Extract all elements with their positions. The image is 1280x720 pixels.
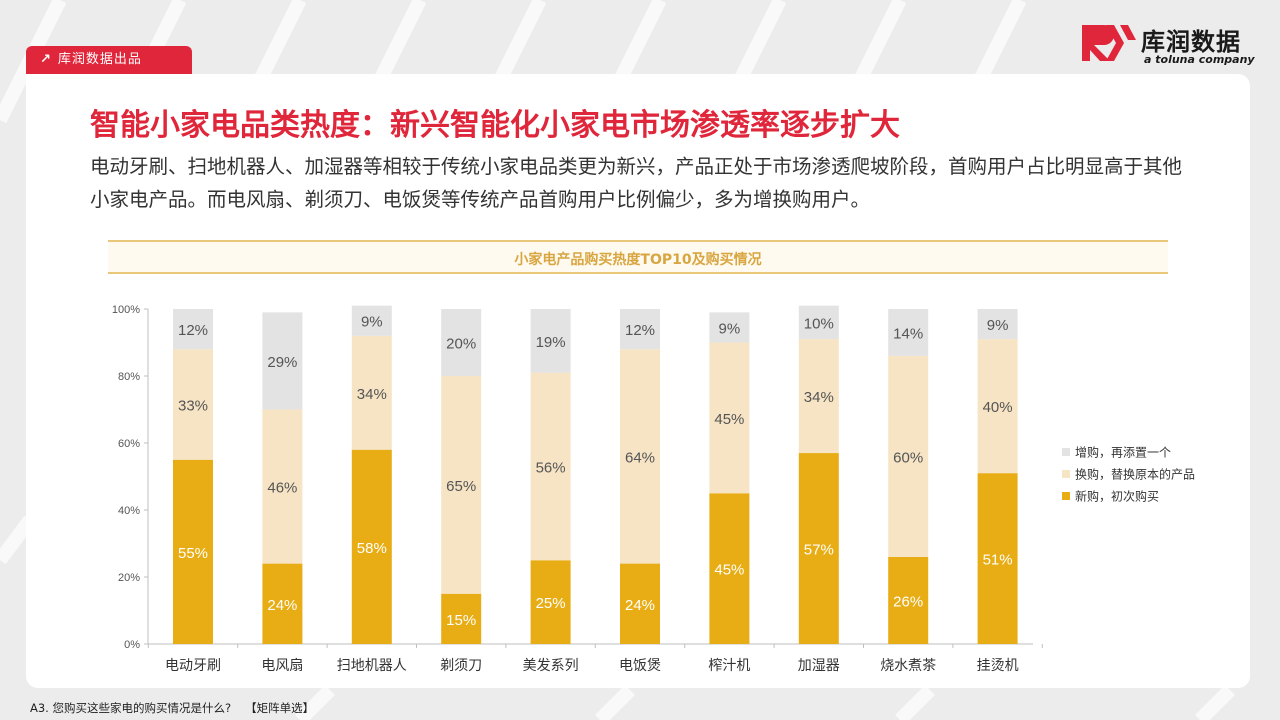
legend-swatch xyxy=(1062,448,1070,456)
brand-tag-label: 库润数据出品 xyxy=(57,52,142,67)
data-label: 51% xyxy=(983,552,1013,569)
bar-segment xyxy=(709,342,750,494)
data-label: 33% xyxy=(178,397,208,414)
bar-segment xyxy=(888,355,929,557)
arrow-up-right-icon: ↗ xyxy=(40,52,52,67)
data-label: 9% xyxy=(719,320,741,337)
brand-subtitle: a toluna company xyxy=(1144,53,1255,66)
bar-segment xyxy=(262,409,303,564)
data-label: 56% xyxy=(536,459,566,476)
data-label: 10% xyxy=(804,315,834,332)
bar-segment xyxy=(530,560,571,644)
brand-tag: ↗ 库润数据出品 xyxy=(26,46,192,74)
bar-segment xyxy=(441,593,482,644)
x-tick-label: 美发系列 xyxy=(523,658,579,674)
data-label: 12% xyxy=(178,322,208,339)
brand-name: 库润数据 xyxy=(1141,28,1241,56)
y-tick-label: 100% xyxy=(112,304,140,316)
data-label: 12% xyxy=(625,322,655,339)
data-label: 9% xyxy=(361,314,383,331)
bar-segment xyxy=(977,309,1018,340)
data-label: 58% xyxy=(357,540,387,557)
x-tick-label: 电风扇 xyxy=(261,658,303,674)
chart-title-bar: 小家电产品购买热度TOP10及购买情况 xyxy=(108,240,1168,274)
bar-segment xyxy=(888,556,929,644)
data-label: 29% xyxy=(267,354,297,371)
bar-segment xyxy=(620,349,660,564)
bar-segment xyxy=(351,449,392,644)
bar-segment xyxy=(977,339,1018,474)
page-description: 电动牙刷、扫地机器人、加湿器等相较于传统小家电品类更为新兴，产品正处于市场渗透爬… xyxy=(90,155,1183,211)
page-title: 智能小家电品类热度：新兴智能化小家电市场渗透率逐步扩大 xyxy=(90,108,900,143)
kr-logo-icon xyxy=(1082,25,1136,61)
data-label: 40% xyxy=(983,399,1013,416)
y-tick-label: 20% xyxy=(118,572,140,584)
brand-logo: 库润数据 a toluna company xyxy=(1080,22,1260,70)
data-label: 34% xyxy=(357,386,387,403)
bar-segment xyxy=(173,349,213,460)
footnote-type: 【矩阵单选】 xyxy=(245,701,315,715)
x-tick-label: 烧水煮茶 xyxy=(880,658,936,674)
data-label: 19% xyxy=(536,334,566,351)
data-label: 60% xyxy=(893,449,923,466)
chart-title: 小家电产品购买热度TOP10及购买情况 xyxy=(514,252,762,268)
footnote: A3. 您购买这些家电的购买情况是什么? 【矩阵单选】 xyxy=(30,700,328,716)
bar-segment xyxy=(441,376,482,594)
legend-label: 增购，再添置一个 xyxy=(1075,445,1171,460)
data-label: 64% xyxy=(625,449,655,466)
y-tick-label: 40% xyxy=(118,505,140,517)
legend-swatch xyxy=(1062,470,1070,478)
data-label: 45% xyxy=(714,411,744,428)
data-label: 45% xyxy=(714,562,744,579)
bar-segment xyxy=(798,339,839,454)
y-tick-label: 60% xyxy=(118,438,140,450)
data-label: 14% xyxy=(893,325,923,342)
x-tick-label: 榨汁机 xyxy=(708,657,750,674)
bar-segment xyxy=(620,309,660,350)
legend-label: 新购，初次购买 xyxy=(1075,489,1159,504)
bar-segment xyxy=(262,312,303,410)
bar-segment xyxy=(173,459,213,644)
x-tick-label: 加湿器 xyxy=(798,658,840,674)
bar-segment xyxy=(351,305,392,336)
x-tick-label: 挂烫机 xyxy=(977,658,1019,674)
bar-segment xyxy=(977,473,1018,644)
y-tick-label: 80% xyxy=(118,371,140,383)
data-label: 24% xyxy=(267,597,297,614)
data-label: 9% xyxy=(987,317,1009,334)
data-label: 55% xyxy=(178,545,208,562)
legend-swatch xyxy=(1062,492,1070,500)
bar-segment xyxy=(620,563,660,644)
data-label: 46% xyxy=(267,480,297,497)
data-label: 15% xyxy=(446,612,476,629)
bar-segment xyxy=(351,335,392,450)
data-label: 26% xyxy=(893,593,923,610)
data-label: 57% xyxy=(804,542,834,559)
x-tick-label: 电饭煲 xyxy=(619,657,661,674)
bar-segment xyxy=(798,305,839,340)
footnote-question: A3. 您购买这些家电的购买情况是什么? xyxy=(30,701,232,715)
data-label: 25% xyxy=(536,595,566,612)
bar-segment xyxy=(262,563,303,644)
bar-segment xyxy=(798,453,839,644)
data-label: 34% xyxy=(804,389,834,406)
bar-segment xyxy=(530,309,571,373)
x-tick-label: 电动牙刷 xyxy=(165,658,221,674)
bar-segment xyxy=(709,312,750,343)
y-tick-label: 0% xyxy=(124,639,140,651)
data-label: 20% xyxy=(446,336,476,353)
bar-segment xyxy=(709,493,750,644)
bar-segment xyxy=(530,372,571,561)
x-tick-label: 扫地机器人 xyxy=(337,658,407,674)
legend-label: 换购，替换原本的产品 xyxy=(1075,467,1195,482)
bar-segment xyxy=(441,309,482,376)
data-label: 24% xyxy=(625,597,655,614)
bar-segment xyxy=(888,309,929,356)
x-tick-label: 剃须刀 xyxy=(440,658,482,674)
bar-segment xyxy=(173,309,213,350)
data-label: 65% xyxy=(446,478,476,495)
